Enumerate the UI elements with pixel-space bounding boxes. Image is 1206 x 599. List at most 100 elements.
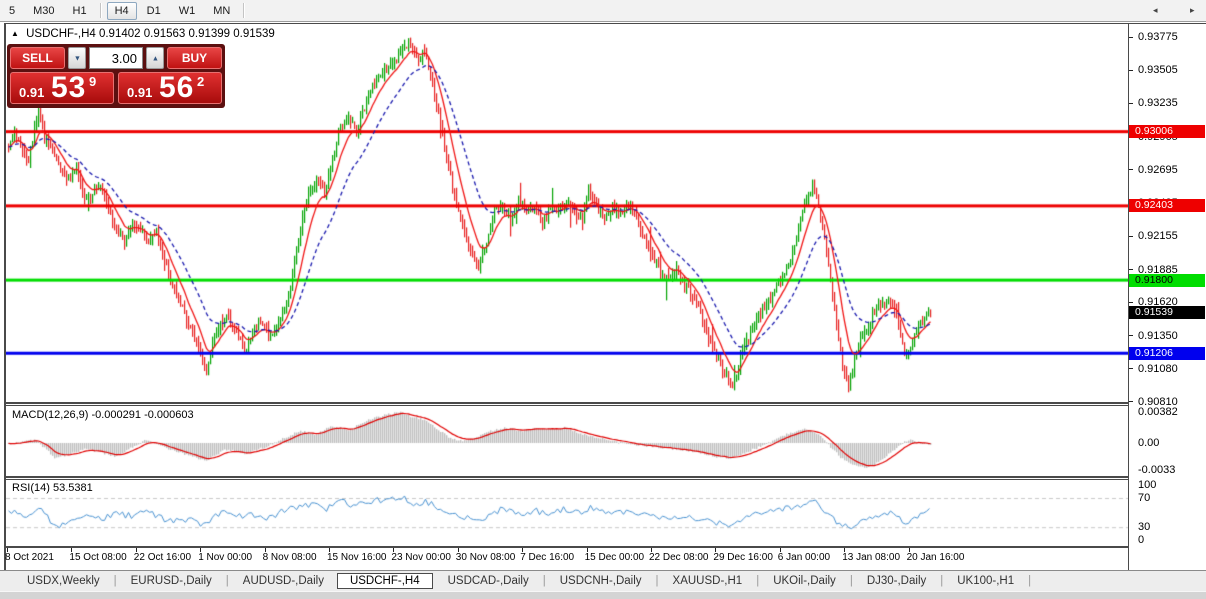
time-axis-tick-mark (7, 548, 8, 552)
time-axis-label: 22 Oct 16:00 (133, 552, 192, 563)
time-axis-tick-mark (71, 548, 73, 552)
one-click-trading-widget: SELL ▼ ▲ BUY 0.91 53 9 0.91 56 2 (7, 44, 225, 108)
price-marker-badge: 0.91539 (1129, 305, 1205, 319)
panel-divider (4, 405, 1128, 406)
chart-ohlc-header: ▲ USDCHF-,H4 0.91402 0.91563 0.91399 0.9… (11, 28, 275, 40)
timeframe-button-H4[interactable]: H4 (106, 1, 137, 20)
timeframe-button-D1[interactable]: D1 (146, 4, 161, 17)
tab-usdx-weekly[interactable]: USDX,Weekly (27, 575, 100, 587)
sell-price-button[interactable]: 0.91 53 9 (10, 71, 114, 104)
volume-increase-button[interactable]: ▲ (146, 47, 164, 69)
price-axis-tick: 0.93505 (1138, 64, 1178, 77)
tab-uk100-h1[interactable]: UK100-,H1 (957, 575, 1015, 587)
tab-separator: | (756, 575, 760, 587)
price-axis-tick: 0.92695 (1138, 163, 1178, 176)
axis-tick-mark (1129, 401, 1133, 403)
spinner-down-icon: ▼ (73, 54, 81, 62)
timeframe-button-MN[interactable]: MN (213, 4, 231, 17)
tab-dj30-daily[interactable]: DJ30-,Daily (866, 575, 927, 587)
tab-ukoil-daily[interactable]: UKOil-,Daily (773, 575, 836, 587)
window-bottom-edge (0, 591, 1206, 599)
price-axis-tick: 0.91350 (1138, 329, 1178, 342)
time-axis-label: 20 Jan 16:00 (906, 552, 965, 563)
axis-tick-mark (1129, 169, 1133, 171)
time-axis-tick-mark (393, 548, 395, 552)
time-axis-label: 23 Nov 00:00 (391, 552, 451, 563)
time-axis-label: 15 Nov 16:00 (327, 552, 387, 563)
time-axis-tick-mark (329, 548, 330, 552)
timeframe-toolbar: 5 M30 H1 H4 D1 W1 MN (0, 0, 1206, 22)
price-marker-badge: 0.91800 (1129, 273, 1205, 287)
rsi-axis-tick: 100 (1138, 479, 1157, 491)
time-axis-label: 7 Dec 16:00 (520, 552, 575, 563)
tab-separator: | (542, 575, 546, 587)
time-axis-tick-mark (908, 548, 910, 552)
price-axis-tick: 0.91080 (1138, 362, 1178, 375)
time-axis-tick-mark (522, 548, 524, 552)
macd-canvas[interactable] (6, 407, 1128, 476)
tab-scroll-right-icon[interactable]: ▸ (1190, 5, 1195, 15)
timeframe-button-5[interactable]: 5 (9, 4, 16, 17)
price-marker-badge: 0.92403 (1129, 199, 1205, 213)
time-axis-label: 29 Dec 16:00 (713, 552, 773, 563)
tab-eurusd-daily[interactable]: EURUSD-,Daily (130, 575, 212, 587)
buy-price-pip: 2 (197, 74, 205, 89)
spinner-up-icon: ▲ (151, 54, 159, 62)
price-axis-tick: 0.91620 (1138, 296, 1178, 309)
tab-separator: | (655, 575, 659, 587)
tab-separator: | (940, 575, 944, 587)
timeframe-button-H1[interactable]: H1 (72, 4, 87, 17)
chart-ohlc-values: 0.91402 0.91563 0.91399 0.91539 (98, 28, 275, 40)
volume-input[interactable] (89, 47, 143, 69)
volume-decrease-button[interactable]: ▼ (68, 47, 86, 69)
axis-tick-mark (1129, 36, 1133, 38)
tab-usdcad-daily[interactable]: USDCAD-,Daily (447, 575, 529, 587)
time-axis-label: 13 Jan 08:00 (842, 552, 901, 563)
macd-axis-tick: 0.00 (1138, 437, 1160, 449)
tab-separator: | (1028, 575, 1032, 587)
price-marker-badge: 0.91206 (1129, 346, 1205, 360)
tab-audusd-daily[interactable]: AUDUSD-,Daily (242, 575, 324, 587)
buy-price-button[interactable]: 0.91 56 2 (118, 71, 222, 104)
collapse-icon[interactable]: ▲ (11, 29, 19, 38)
tab-separator: | (849, 575, 853, 587)
buy-price-prefix: 0.91 (127, 85, 153, 100)
rsi-label: RSI(14) 53.5381 (12, 482, 93, 494)
sell-price-prefix: 0.91 (19, 85, 45, 100)
rsi-axis-tick: 70 (1138, 491, 1151, 504)
time-axis-label: 8 Oct 2021 (5, 552, 54, 563)
time-axis-tick-mark (457, 548, 459, 552)
tab-xauusd-h1[interactable]: XAUUSD-,H1 (672, 575, 743, 587)
workspace-divider (0, 570, 1206, 571)
price-axis: 0.937750.935050.932350.929650.926950.924… (1129, 24, 1206, 570)
time-axis-label: 22 Dec 08:00 (649, 552, 709, 563)
rsi-axis-tick: 0 (1138, 534, 1145, 546)
rsi-canvas[interactable] (6, 480, 1128, 546)
toolbar-separator (99, 3, 102, 18)
time-axis-tick-mark (844, 548, 846, 552)
timeframe-button-M30[interactable]: M30 (33, 4, 55, 17)
price-marker-badge: 0.93006 (1129, 125, 1205, 139)
time-axis-label: 15 Dec 00:00 (584, 552, 645, 563)
chart-window-border (4, 23, 1206, 24)
axis-tick-mark (1129, 69, 1133, 71)
panel-divider[interactable] (4, 476, 1128, 478)
timeframe-button-W1[interactable]: W1 (178, 4, 196, 17)
time-axis-tick-mark (651, 548, 652, 552)
panel-divider[interactable] (4, 402, 1128, 404)
tab-scroll-left-icon[interactable]: ◂ (1153, 5, 1158, 15)
rsi-axis-tick: 30 (1138, 521, 1151, 534)
time-axis-divider (4, 546, 1128, 548)
time-axis-tick-mark (715, 548, 717, 552)
time-axis-tick-mark (200, 548, 202, 552)
sell-button[interactable]: SELL (10, 47, 65, 69)
tab-usdchf-h4[interactable]: USDCHF-,H4 (336, 573, 433, 589)
buy-button[interactable]: BUY (167, 47, 222, 69)
buy-price-digits: 56 (159, 71, 195, 104)
time-axis-label: 6 Jan 00:00 (777, 552, 831, 563)
time-axis-tick-mark (779, 548, 781, 552)
axis-tick-mark (1129, 235, 1133, 237)
tab-usdcnh-daily[interactable]: USDCNH-,Daily (559, 575, 642, 587)
chart-symbol-title: USDCHF-,H4 (26, 28, 96, 40)
